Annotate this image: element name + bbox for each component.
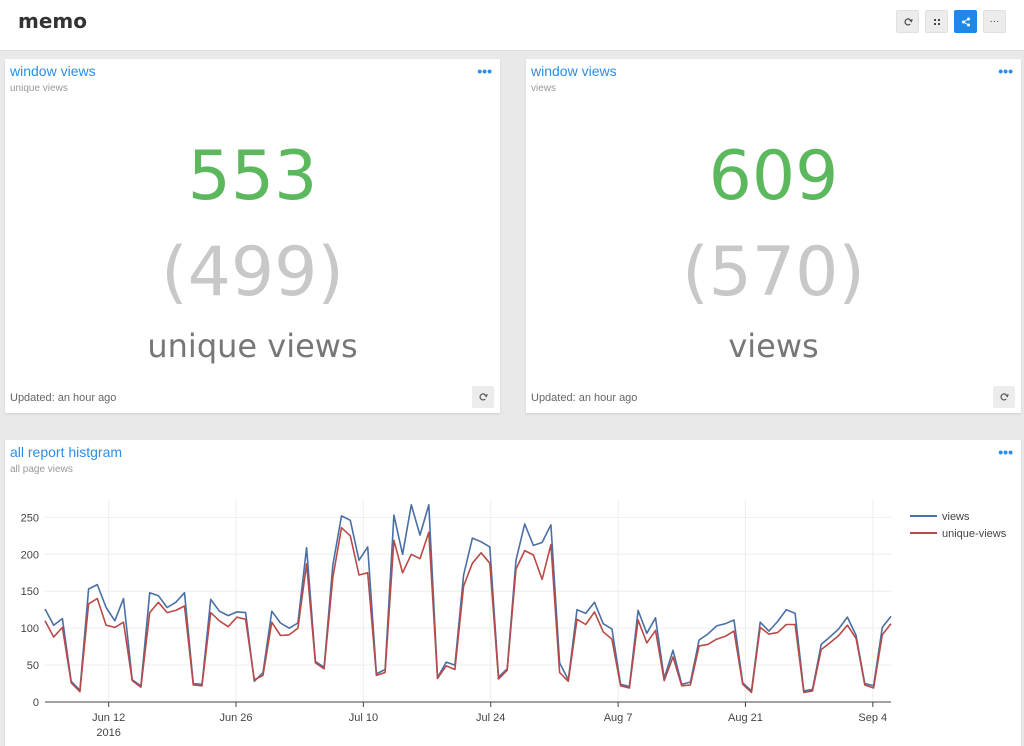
fullscreen-button[interactable] <box>925 10 948 33</box>
legend-label: unique-views <box>942 528 1007 540</box>
counter-panel-views: window views views ••• 609 (570) views U… <box>526 59 1021 413</box>
counter-value: 609 <box>708 137 839 216</box>
fullscreen-icon <box>933 18 940 25</box>
x-tick-sublabel: 2016 <box>96 727 120 739</box>
counter-previous-value: (570) <box>682 233 865 312</box>
panel-subtitle: views <box>531 83 557 94</box>
x-tick-label: Jul 24 <box>476 712 505 724</box>
y-tick-label: 100 <box>21 623 39 635</box>
refresh-all-button[interactable] <box>896 10 919 33</box>
panel-subtitle: all page views <box>10 464 73 475</box>
panel-refresh-button[interactable] <box>472 386 494 408</box>
panel-menu-icon[interactable]: ••• <box>998 63 1013 79</box>
panel-refresh-button[interactable] <box>993 386 1015 408</box>
panel-menu-icon[interactable]: ••• <box>998 444 1013 460</box>
counter-previous-value: (499) <box>161 233 344 312</box>
panel-subtitle: unique views <box>10 83 68 94</box>
counter-label: unique views <box>147 327 358 365</box>
panel-menu-icon[interactable]: ••• <box>477 63 492 79</box>
counter-panel-unique-views: window views unique views ••• 553 (499) … <box>5 59 500 413</box>
y-tick-label: 150 <box>21 586 39 598</box>
x-tick-label: Jun 26 <box>220 712 253 724</box>
counter-value: 553 <box>187 137 318 216</box>
y-tick-label: 0 <box>33 697 39 709</box>
more-options-button[interactable]: ··· <box>983 10 1006 33</box>
series-line-unique-views <box>44 526 892 694</box>
x-tick-label: Aug 7 <box>604 712 633 724</box>
x-tick-label: Jul 10 <box>349 712 378 724</box>
refresh-icon <box>479 393 488 401</box>
x-tick-label: Sep 4 <box>858 712 887 724</box>
top-bar: memo ··· <box>0 0 1024 51</box>
more-icon: ··· <box>989 16 1000 27</box>
histogram-panel: all report histgram all page views ••• 0… <box>5 440 1021 746</box>
y-tick-label: 200 <box>21 549 39 561</box>
counter-label: views <box>728 327 819 365</box>
series-line-views <box>44 504 892 692</box>
line-chart[interactable]: 0 50 100 150 200 250 Jun 12 2016 Jun 26 Jul 10 Jul… <box>5 440 1021 746</box>
updated-timestamp: Updated: an hour ago <box>531 392 638 404</box>
share-icon <box>961 17 970 26</box>
app-title: memo <box>18 9 87 33</box>
y-tick-label: 250 <box>21 512 39 524</box>
updated-timestamp: Updated: an hour ago <box>10 392 117 404</box>
y-tick-label: 50 <box>27 660 39 672</box>
panel-title[interactable]: window views <box>10 63 96 79</box>
share-button[interactable] <box>954 10 977 33</box>
x-tick-label: Aug 21 <box>728 712 763 724</box>
panel-title[interactable]: window views <box>531 63 617 79</box>
legend-label: views <box>942 511 970 523</box>
refresh-icon <box>903 17 913 26</box>
x-tick-label: Jun 12 <box>92 712 125 724</box>
refresh-icon <box>1000 393 1009 401</box>
panel-title[interactable]: all report histgram <box>10 444 123 460</box>
